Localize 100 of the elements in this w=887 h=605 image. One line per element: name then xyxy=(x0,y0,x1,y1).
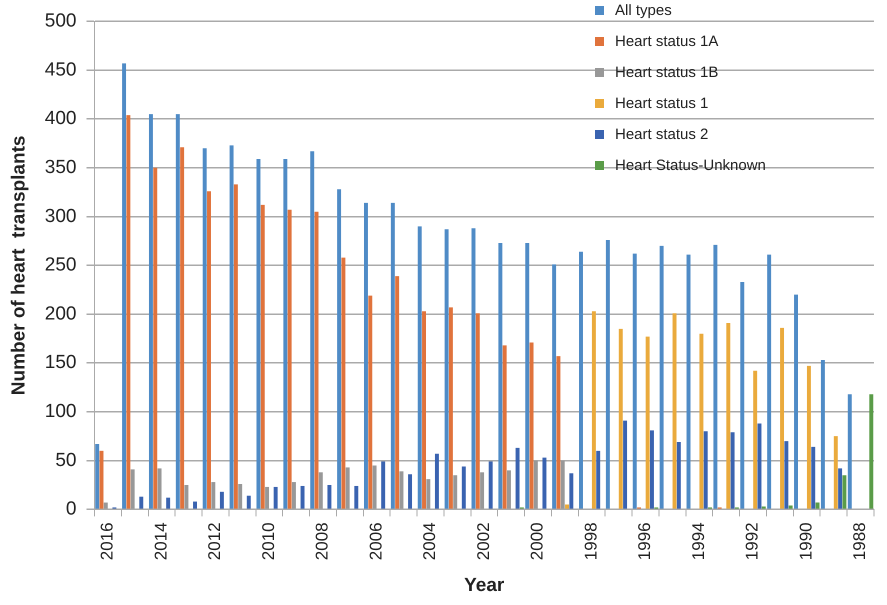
bar xyxy=(462,466,466,509)
bar xyxy=(434,454,439,509)
y-tick-label: 200 xyxy=(44,303,76,324)
bar xyxy=(530,342,534,509)
bar xyxy=(408,474,412,509)
bar xyxy=(560,460,565,509)
y-tick-label: 400 xyxy=(44,108,76,130)
bar xyxy=(498,242,502,509)
bar xyxy=(207,191,211,509)
bar xyxy=(794,294,798,509)
bar xyxy=(869,394,874,509)
bar xyxy=(202,148,207,509)
bar xyxy=(838,468,842,509)
bar xyxy=(788,505,793,509)
bar xyxy=(126,115,130,509)
bar xyxy=(596,450,600,509)
bar xyxy=(488,462,493,509)
x-tick-label: 1994 xyxy=(688,522,708,560)
bar xyxy=(704,431,708,509)
bar xyxy=(453,475,458,509)
bar xyxy=(472,228,476,509)
bar xyxy=(606,240,610,509)
bar xyxy=(552,264,556,509)
bar xyxy=(368,296,372,509)
legend-label: Heart status 2 xyxy=(615,126,708,143)
bar xyxy=(354,486,358,509)
x-tick-label: 2012 xyxy=(205,522,224,560)
y-tick-label: 0 xyxy=(66,498,76,520)
legend-label: Heart status 1 xyxy=(615,95,708,112)
bar xyxy=(390,202,395,509)
bar xyxy=(327,484,332,509)
y-tick-label: 500 xyxy=(44,10,76,32)
bar xyxy=(418,226,422,509)
bar xyxy=(784,441,788,509)
bar xyxy=(220,492,224,509)
bar xyxy=(476,313,480,509)
bar xyxy=(238,484,242,509)
x-tick-label: 2002 xyxy=(474,522,493,560)
bar xyxy=(193,502,198,509)
bar xyxy=(569,473,574,509)
bar xyxy=(726,322,730,509)
bar xyxy=(422,311,426,509)
bar xyxy=(730,432,735,509)
bar xyxy=(122,63,126,509)
bar xyxy=(246,496,251,509)
bar xyxy=(310,151,314,509)
legend-label: Heart status 1B xyxy=(615,64,718,81)
bar xyxy=(506,470,511,509)
bar xyxy=(381,462,386,509)
bar xyxy=(148,114,153,509)
bar xyxy=(842,475,846,509)
bar xyxy=(448,307,453,509)
bar xyxy=(811,446,816,509)
bar xyxy=(806,366,811,509)
bar xyxy=(288,210,292,509)
bar xyxy=(265,486,270,509)
bar xyxy=(592,311,596,509)
bar xyxy=(274,486,278,509)
bar xyxy=(364,202,368,509)
bar xyxy=(556,356,560,509)
bar xyxy=(780,328,784,509)
bar xyxy=(166,498,170,509)
bar xyxy=(834,436,838,509)
bar xyxy=(660,246,664,509)
x-tick-label: 2000 xyxy=(528,522,547,560)
x-tick-label: 2016 xyxy=(98,522,117,560)
x-tick-label: 2008 xyxy=(312,522,332,560)
bar xyxy=(672,313,677,509)
bar xyxy=(650,430,654,509)
bar xyxy=(292,482,296,509)
bar xyxy=(318,472,323,509)
bar xyxy=(234,184,238,509)
bar xyxy=(100,450,104,509)
x-tick-label: 2004 xyxy=(420,522,440,560)
x-axis-title: Year xyxy=(464,574,505,596)
bar xyxy=(816,502,820,509)
bar xyxy=(480,472,484,509)
x-tick-label: 1998 xyxy=(581,522,600,560)
bar xyxy=(713,244,718,509)
legend-label: All types xyxy=(615,2,672,19)
bar xyxy=(346,467,350,509)
bar xyxy=(341,258,346,509)
y-tick-label: 250 xyxy=(44,254,76,276)
bar xyxy=(158,468,162,509)
bar xyxy=(565,504,569,509)
bar xyxy=(676,442,681,509)
bar xyxy=(502,345,507,509)
bar xyxy=(283,159,288,509)
bar xyxy=(395,276,400,509)
x-tick-label: 1990 xyxy=(796,522,816,560)
legend-label: Heart Status-Unknown xyxy=(615,157,766,174)
bar xyxy=(444,229,449,509)
x-tick-label: 2006 xyxy=(366,522,386,560)
bar xyxy=(618,328,623,509)
bar xyxy=(757,423,762,509)
bar xyxy=(848,394,852,509)
x-tick-label: 2010 xyxy=(258,522,278,560)
bar xyxy=(211,482,216,509)
y-tick-label: 450 xyxy=(44,59,76,80)
y-tick-label: 50 xyxy=(55,450,76,471)
